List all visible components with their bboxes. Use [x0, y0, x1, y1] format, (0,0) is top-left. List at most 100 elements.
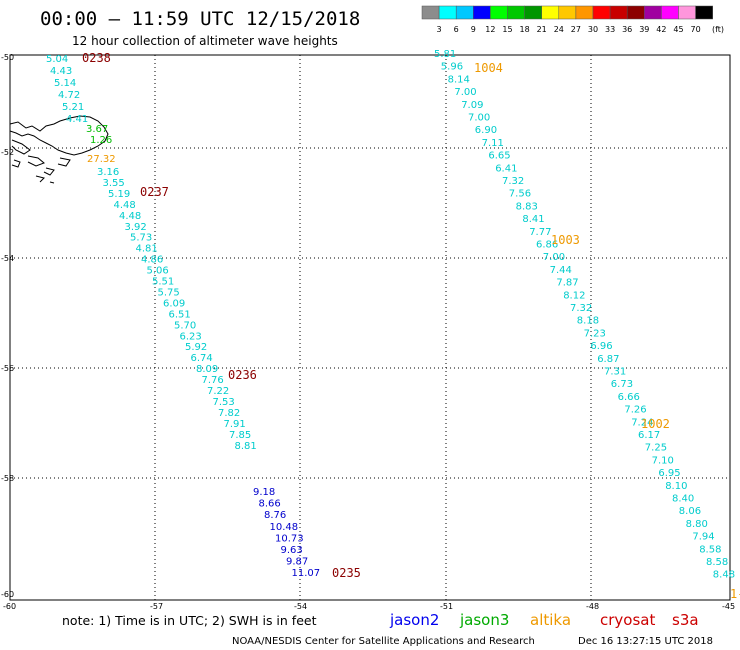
- wave-height-value: 7.53: [213, 397, 235, 408]
- footer-credit: NOAA/NESDIS Center for Satellite Applica…: [232, 636, 535, 647]
- wave-height-value: 7.00: [454, 87, 476, 98]
- wave-height-value: 7.25: [645, 443, 667, 454]
- color-scale: 3 6 9 12 15 18 21 24 27 30 33 36 39 42 45 70 (ft): [421, 5, 724, 34]
- color-scale-label: 33: [605, 25, 615, 34]
- color-scale-label: 45: [673, 25, 683, 34]
- wave-height-value: 7.23: [584, 328, 606, 339]
- wave-height-value: 7.91: [224, 419, 246, 430]
- wave-height-value: 4.48: [114, 200, 136, 211]
- wave-height-value: 5.96: [441, 62, 463, 73]
- wave-height-value: 6.86: [536, 240, 558, 251]
- falkland-islands-coastline: [9, 115, 109, 184]
- map-title: 00:00 – 11:59 UTC 12/15/2018: [40, 8, 360, 30]
- time-label: 0237: [140, 185, 169, 199]
- wave-height-value: 7.32: [502, 176, 524, 187]
- wave-height-value: 6.95: [658, 468, 680, 479]
- wave-height-value: 8.10: [665, 481, 687, 492]
- lat-label: -60: [1, 590, 14, 599]
- wave-height-value: 8.40: [672, 494, 694, 505]
- wave-height-value: 6.17: [638, 430, 660, 441]
- pass-time-labels: 0238 0237 0236 0235 1004 1003 1002 1-: [82, 51, 740, 601]
- wave-height-value: 3.67: [86, 124, 108, 135]
- lat-label: -58: [1, 474, 14, 483]
- wave-height-value: 6.66: [618, 392, 640, 403]
- wave-height-value: 7.77: [529, 227, 551, 238]
- lat-label: -54: [1, 254, 14, 263]
- wave-height-value: 7.00: [543, 252, 565, 263]
- color-scale-label: 9: [471, 25, 476, 34]
- wave-height-value: 5.75: [158, 287, 180, 298]
- color-scale-swatch: [592, 5, 611, 20]
- satellite-legend: jason2 jason3 altika cryosat s3a: [389, 611, 699, 629]
- wave-height-value: 3.16: [97, 167, 119, 178]
- wave-height-value: 27.32: [87, 154, 116, 165]
- color-scale-swatch: [473, 5, 491, 20]
- lon-label: -51: [440, 602, 453, 611]
- wave-height-value: 6.41: [495, 163, 517, 174]
- time-label: 0235: [332, 566, 361, 580]
- wave-height-value: 5.73: [130, 233, 152, 244]
- color-scale-swatch: [609, 5, 628, 20]
- wave-height-value: 4.43: [50, 66, 72, 77]
- time-label: 1004: [474, 61, 503, 75]
- time-label: 1-: [730, 587, 740, 601]
- wave-height-value: 6.09: [163, 298, 185, 309]
- color-scale-swatch: [661, 5, 679, 20]
- wave-height-value: 7.85: [229, 430, 251, 441]
- wave-height-value: 7.10: [652, 455, 674, 466]
- color-scale-swatch: [695, 5, 713, 20]
- wave-height-value: 3.92: [125, 222, 147, 233]
- color-scale-swatch: [644, 5, 662, 20]
- wave-height-value: 6.51: [169, 309, 191, 320]
- wave-height-value: 5.14: [54, 78, 76, 89]
- wave-height-value: 4.48: [119, 211, 141, 222]
- map-subtitle: 12 hour collection of altimeter wave hei…: [72, 34, 338, 48]
- color-scale-swatch: [558, 5, 577, 20]
- color-scale-label: 39: [639, 25, 649, 34]
- wave-height-value: 7.31: [604, 367, 626, 378]
- wave-height-value: 5.70: [174, 320, 196, 331]
- wave-height-value: 10.48: [270, 522, 299, 533]
- color-scale-label: 3: [437, 25, 442, 34]
- wave-height-value: 8.83: [516, 201, 538, 212]
- color-scale-label: 15: [502, 25, 512, 34]
- wave-height-value: 8.12: [563, 290, 585, 301]
- lat-lon-grid: [9, 54, 731, 601]
- lat-label: -56: [1, 364, 14, 373]
- color-scale-swatch: [455, 5, 474, 20]
- wave-height-value: 9.18: [253, 487, 275, 498]
- map-frame: [9, 54, 731, 601]
- wave-height-value: 8.09: [196, 364, 218, 375]
- wave-height-value: 3.55: [103, 178, 125, 189]
- color-scale-label: 6: [454, 25, 459, 34]
- wave-height-value: 7.00: [468, 113, 490, 124]
- color-scale-label: 12: [485, 25, 495, 34]
- color-scale-unit: (ft): [712, 25, 724, 34]
- wave-height-value: 7.82: [218, 408, 240, 419]
- wave-height-value: 8.18: [577, 316, 599, 327]
- wave-height-value: 7.94: [692, 532, 714, 543]
- time-label: 0236: [228, 368, 257, 382]
- wave-height-value: 7.11: [482, 138, 504, 149]
- lon-label: -48: [586, 602, 599, 611]
- wave-height-value: 5.81: [434, 49, 456, 60]
- wave-height-value: 8.14: [448, 74, 470, 85]
- color-scale-label: 42: [656, 25, 666, 34]
- lon-axis: -60 -57 -54 -51 -48 -45: [3, 602, 735, 611]
- color-scale-swatch: [524, 5, 542, 20]
- wave-height-value: 7.24: [631, 417, 653, 428]
- wave-height-value: 5.06: [147, 266, 169, 277]
- wave-height-value: 8.80: [686, 519, 708, 530]
- time-label: 1003: [551, 233, 580, 247]
- legend-jason3: jason3: [459, 611, 509, 629]
- wave-height-value: 7.32: [570, 303, 592, 314]
- wave-height-value: 1.26: [90, 135, 112, 146]
- wave-height-value: 4.72: [58, 90, 80, 101]
- wave-height-value: 5.51: [152, 277, 174, 288]
- wave-height-value: 8.58: [706, 557, 728, 568]
- wave-height-value: 7.87: [556, 278, 578, 289]
- wave-height-value: 8.58: [699, 544, 721, 555]
- wave-height-value: 5.21: [62, 102, 84, 113]
- color-scale-swatch: [678, 5, 696, 20]
- legend-cryosat: cryosat: [600, 611, 655, 629]
